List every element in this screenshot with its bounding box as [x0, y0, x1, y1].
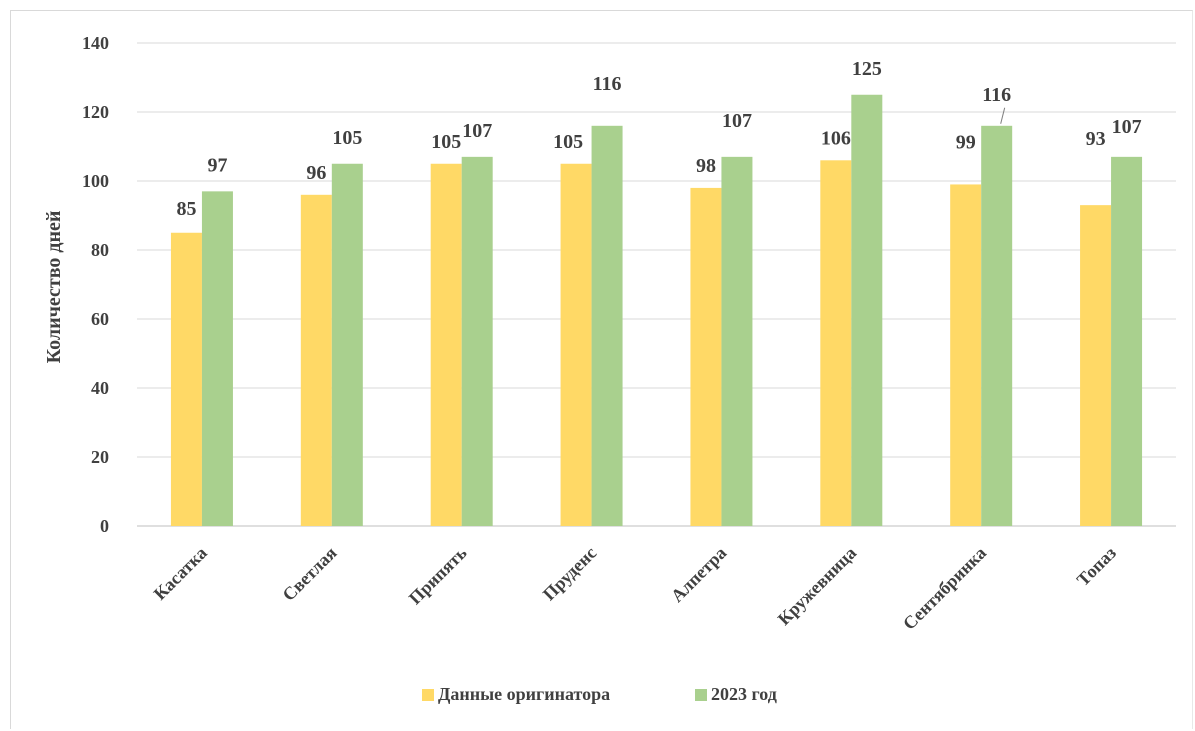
bar-originator-1 — [300, 194, 332, 527]
y-tick-label: 120 — [82, 102, 109, 122]
data-label-2023-2: 107 — [462, 120, 492, 142]
legend-swatch-2023 — [695, 689, 707, 701]
bar-originator-2 — [430, 163, 462, 526]
data-label-originator-5: 106 — [821, 127, 851, 149]
chart-frame — [10, 10, 1193, 729]
x-category-label: Алпетра — [667, 543, 730, 606]
data-label-originator-3: 105 — [553, 131, 583, 153]
y-tick-label: 0 — [100, 516, 109, 536]
x-category-label: Светлая — [278, 543, 340, 605]
bar-2023-3 — [591, 125, 623, 527]
gridlines — [137, 42, 1176, 527]
bar-originator-0 — [170, 232, 202, 526]
legend-label-2023: 2023 год — [711, 684, 777, 704]
y-tick-label: 140 — [82, 33, 109, 53]
data-label-2023-3: 116 — [593, 73, 622, 95]
x-category-label: Топаз — [1073, 543, 1120, 590]
data-label-2023-4: 107 — [722, 110, 752, 132]
x-category-label: Кружевница — [774, 543, 860, 629]
data-label-originator-1: 96 — [306, 162, 326, 184]
data-label-originator-4: 98 — [696, 155, 716, 177]
x-category-label: Пруденс — [539, 543, 601, 605]
legend-swatch-originator — [422, 689, 434, 701]
data-label-2023-7: 107 — [1112, 116, 1142, 138]
legend: Данные оригинатора 2023 год — [422, 684, 777, 704]
data-label-originator-2: 105 — [431, 131, 461, 153]
y-tick-label: 40 — [91, 378, 109, 398]
x-category-label: Припять — [405, 542, 471, 608]
bar-originator-4 — [690, 187, 722, 526]
y-tick-label: 60 — [91, 309, 109, 329]
bar-2023-4 — [721, 156, 753, 526]
x-category-label: Сентябринка — [899, 543, 990, 634]
bar-originator-3 — [560, 163, 592, 526]
y-axis-title: Количество дней — [43, 211, 65, 364]
bar-originator-7 — [1080, 205, 1112, 526]
bar-2023-1 — [331, 163, 363, 526]
y-axis-ticks: 0 20 40 60 80 100 120 140 — [82, 33, 109, 536]
leader-line — [1000, 107, 1006, 124]
data-label-2023-5: 125 — [852, 58, 882, 80]
bar-originator-6 — [950, 184, 982, 526]
bar-2023-2 — [461, 156, 493, 526]
bar-originator-5 — [820, 160, 852, 527]
bar-2023-6 — [981, 125, 1013, 527]
data-label-2023-1: 105 — [332, 127, 362, 149]
y-tick-label: 20 — [91, 447, 109, 467]
x-axis-categories: Касатка Светлая Припять Пруденс Алпетра Круже… — [150, 542, 1120, 633]
bars — [170, 94, 1143, 527]
bar-2023-0 — [201, 191, 233, 526]
data-label-originator-0: 85 — [176, 198, 196, 220]
y-tick-label: 100 — [82, 171, 109, 191]
data-label-originator-7: 93 — [1086, 128, 1106, 150]
x-category-label: Касатка — [150, 543, 211, 604]
data-label-originator-6: 99 — [956, 131, 976, 153]
y-tick-label: 80 — [91, 240, 109, 260]
data-label-2023-6: 116 — [982, 84, 1011, 106]
data-label-2023-0: 97 — [207, 154, 227, 176]
legend-label-originator: Данные оригинатора — [438, 684, 610, 704]
bar-2023-7 — [1111, 156, 1143, 526]
bar-2023-5 — [851, 94, 883, 526]
